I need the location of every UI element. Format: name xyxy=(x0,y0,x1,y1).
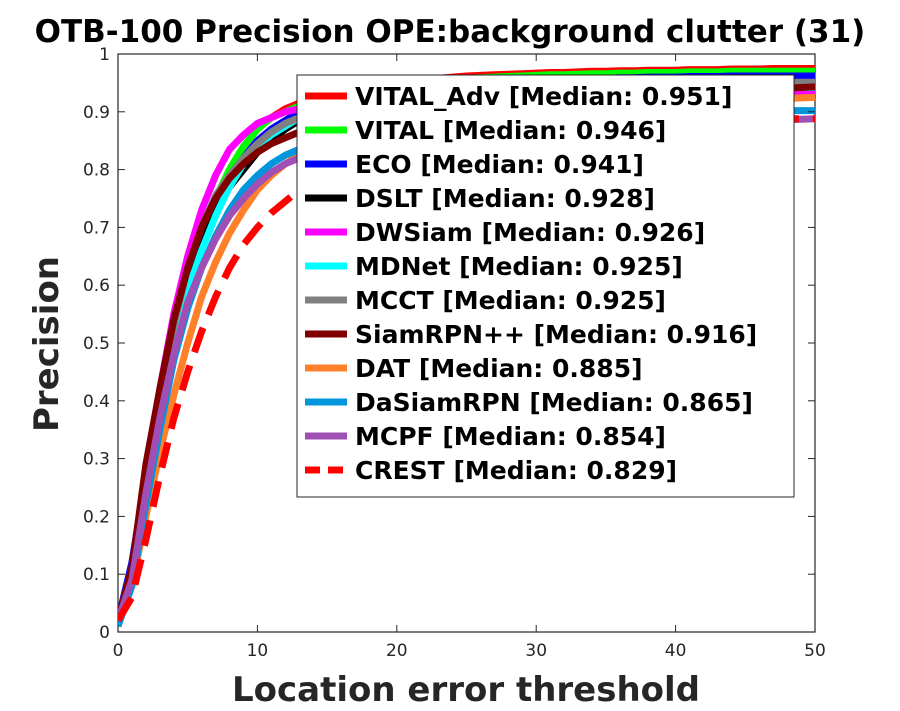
legend-entry: DAT [Median: 0.885] xyxy=(355,354,643,383)
legend-entry: MDNet [Median: 0.925] xyxy=(355,252,683,281)
legend-entry: MCPF [Median: 0.854] xyxy=(355,422,666,451)
y-tick-label: 0.9 xyxy=(83,103,110,123)
y-tick-label: 0.4 xyxy=(83,392,110,412)
x-tick-label: 20 xyxy=(386,641,408,661)
x-tick-label: 10 xyxy=(247,641,269,661)
legend-entry: CREST [Median: 0.829] xyxy=(355,456,677,485)
y-tick-label: 0.8 xyxy=(83,161,110,181)
x-tick-label: 0 xyxy=(113,641,124,661)
legend-entry: VITAL_Adv [Median: 0.951] xyxy=(355,82,732,111)
y-tick-label: 1 xyxy=(99,45,110,65)
y-tick-label: 0.6 xyxy=(83,276,110,296)
y-tick-label: 0.1 xyxy=(83,565,110,585)
legend: VITAL_Adv [Median: 0.951] VITAL [Median: … xyxy=(296,74,795,498)
legend-entry: SiamRPN++ [Median: 0.916] xyxy=(355,320,757,349)
legend-entry: DSLT [Median: 0.928] xyxy=(355,184,655,213)
legend-entry: VITAL [Median: 0.946] xyxy=(355,116,666,145)
legend-entry: DWSiam [Median: 0.926] xyxy=(355,218,705,247)
x-tick-label: 40 xyxy=(665,641,687,661)
legend-entry: MCCT [Median: 0.925] xyxy=(355,286,666,315)
x-axis-title: Location error threshold xyxy=(232,670,700,710)
legend-entry: ECO [Median: 0.941] xyxy=(355,150,644,179)
y-tick-label: 0 xyxy=(99,623,110,643)
y-tick-label: 0.5 xyxy=(83,334,110,354)
x-tick-label: 50 xyxy=(804,641,826,661)
legend-entry: DaSiamRPN [Median: 0.865] xyxy=(355,388,753,417)
legend-box xyxy=(296,74,795,498)
y-tick-label: 0.3 xyxy=(83,450,110,470)
y-tick-label: 0.7 xyxy=(83,218,110,238)
x-tick-label: 30 xyxy=(525,641,547,661)
y-axis-title: Precision xyxy=(27,256,67,432)
chart-title: OTB-100 Precision OPE:background clutter… xyxy=(35,14,866,50)
y-tick-label: 0.2 xyxy=(83,507,110,527)
axes-layer: 0 10 20 30 40 50 0 0.1 0.2 0.3 0.4 0.5 0.6 0.7 0.8 0.9 1 xyxy=(83,45,826,661)
